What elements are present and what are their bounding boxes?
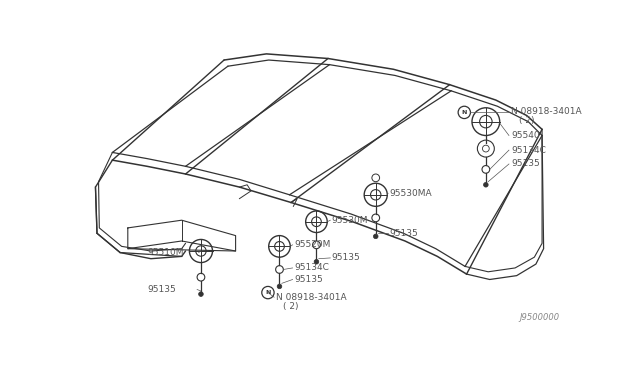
Text: 95510M: 95510M [147,248,184,257]
Circle shape [198,292,204,296]
Text: N: N [461,110,467,115]
Text: 95135: 95135 [511,160,540,169]
Text: ( 2): ( 2) [519,116,534,125]
Text: J9500000: J9500000 [519,313,559,322]
Text: N: N [265,290,271,295]
Text: 95135: 95135 [390,229,419,238]
Text: 95134C: 95134C [511,145,546,155]
Text: 95135: 95135 [294,275,323,284]
Text: 95134C: 95134C [294,263,329,272]
Text: 95530M: 95530M [332,216,369,225]
Text: N 08918-3401A: N 08918-3401A [276,293,346,302]
Text: 95135: 95135 [332,253,360,262]
Text: 95135: 95135 [147,285,176,294]
Text: N 08918-3401A: N 08918-3401A [511,107,582,116]
Text: 95540: 95540 [511,131,540,140]
Text: 95530MA: 95530MA [390,189,432,198]
Circle shape [373,234,378,239]
Circle shape [314,260,319,264]
Circle shape [277,284,282,289]
Text: ( 2): ( 2) [284,302,299,311]
Text: 95520M: 95520M [294,240,330,249]
Circle shape [484,183,488,187]
